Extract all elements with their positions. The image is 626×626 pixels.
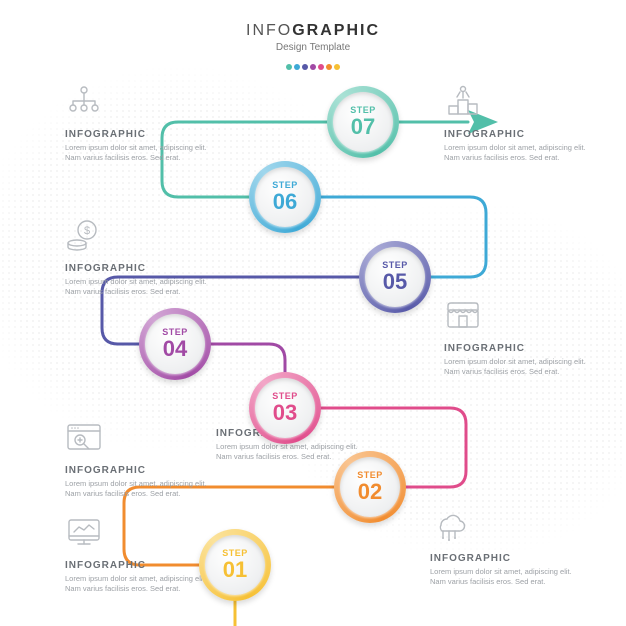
step-number: 02	[358, 481, 382, 503]
step-number: 04	[163, 338, 187, 360]
step-node-01: STEP01	[199, 529, 271, 601]
step-label: STEP	[382, 260, 408, 270]
info-block: INFOGRAPHIC Lorem ipsum dolor sit amet, a…	[444, 84, 594, 163]
info-block: INFOGRAPHIC Lorem ipsum dolor sit amet, a…	[444, 298, 594, 377]
step-number: 03	[273, 402, 297, 424]
step-label: STEP	[350, 105, 376, 115]
step-node-07: STEP07	[327, 86, 399, 158]
step-label: STEP	[222, 548, 248, 558]
block-title: INFOGRAPHIC	[444, 343, 594, 354]
block-body: Lorem ipsum dolor sit amet, adipiscing e…	[65, 277, 215, 297]
step-label: STEP	[272, 391, 298, 401]
header-dot	[326, 64, 332, 70]
header-dot	[334, 64, 340, 70]
block-title: INFOGRAPHIC	[65, 560, 215, 571]
block-title: INFOGRAPHIC	[444, 129, 594, 140]
browser-icon	[65, 420, 215, 459]
step-node-05: STEP05	[359, 241, 431, 313]
block-body: Lorem ipsum dolor sit amet, adipiscing e…	[65, 574, 215, 594]
podium-icon	[444, 84, 594, 123]
info-block: INFOGRAPHIC Lorem ipsum dolor sit amet, a…	[65, 84, 215, 163]
info-block: $ INFOGRAPHIC Lorem ipsum dolor sit amet, …	[65, 218, 215, 297]
block-title: INFOGRAPHIC	[430, 553, 580, 564]
step-number: 07	[351, 116, 375, 138]
step-node-06: STEP06	[249, 161, 321, 233]
step-number: 05	[383, 271, 407, 293]
header-dot	[302, 64, 308, 70]
info-block: INFOGRAPHIC Lorem ipsum dolor sit amet, a…	[65, 420, 215, 499]
title-bold: GRAPHIC	[292, 22, 380, 39]
title-thin: INFO	[246, 22, 292, 39]
step-node-02: STEP02	[334, 451, 406, 523]
svg-text:$: $	[84, 225, 90, 237]
block-title: INFOGRAPHIC	[65, 465, 215, 476]
header: INFOGRAPHIC Design Template	[0, 22, 626, 75]
block-body: Lorem ipsum dolor sit amet, adipiscing e…	[444, 357, 594, 377]
main-title: INFOGRAPHIC	[0, 22, 626, 40]
step-label: STEP	[162, 327, 188, 337]
block-body: Lorem ipsum dolor sit amet, adipiscing e…	[430, 567, 580, 587]
monitor-icon	[65, 515, 215, 554]
coins-icon: $	[65, 218, 215, 257]
cloud-icon	[430, 508, 580, 547]
header-dot	[310, 64, 316, 70]
step-number: 06	[273, 191, 297, 213]
subtitle: Design Template	[0, 42, 626, 53]
info-block: INFOGRAPHIC Lorem ipsum dolor sit amet, a…	[65, 515, 215, 594]
header-dot	[294, 64, 300, 70]
info-block: INFOGRAPHIC Lorem ipsum dolor sit amet, a…	[430, 508, 580, 587]
step-node-04: STEP04	[139, 308, 211, 380]
block-body: Lorem ipsum dolor sit amet, adipiscing e…	[65, 143, 215, 163]
block-body: Lorem ipsum dolor sit amet, adipiscing e…	[65, 479, 215, 499]
header-dots	[0, 57, 626, 75]
step-number: 01	[223, 559, 247, 581]
step-label: STEP	[357, 470, 383, 480]
step-label: STEP	[272, 180, 298, 190]
org-icon	[65, 84, 215, 123]
block-title: INFOGRAPHIC	[65, 263, 215, 274]
step-node-03: STEP03	[249, 372, 321, 444]
block-body: Lorem ipsum dolor sit amet, adipiscing e…	[444, 143, 594, 163]
header-dot	[286, 64, 292, 70]
block-body: Lorem ipsum dolor sit amet, adipiscing e…	[216, 442, 366, 462]
shop-icon	[444, 298, 594, 337]
block-title: INFOGRAPHIC	[65, 129, 215, 140]
header-dot	[318, 64, 324, 70]
